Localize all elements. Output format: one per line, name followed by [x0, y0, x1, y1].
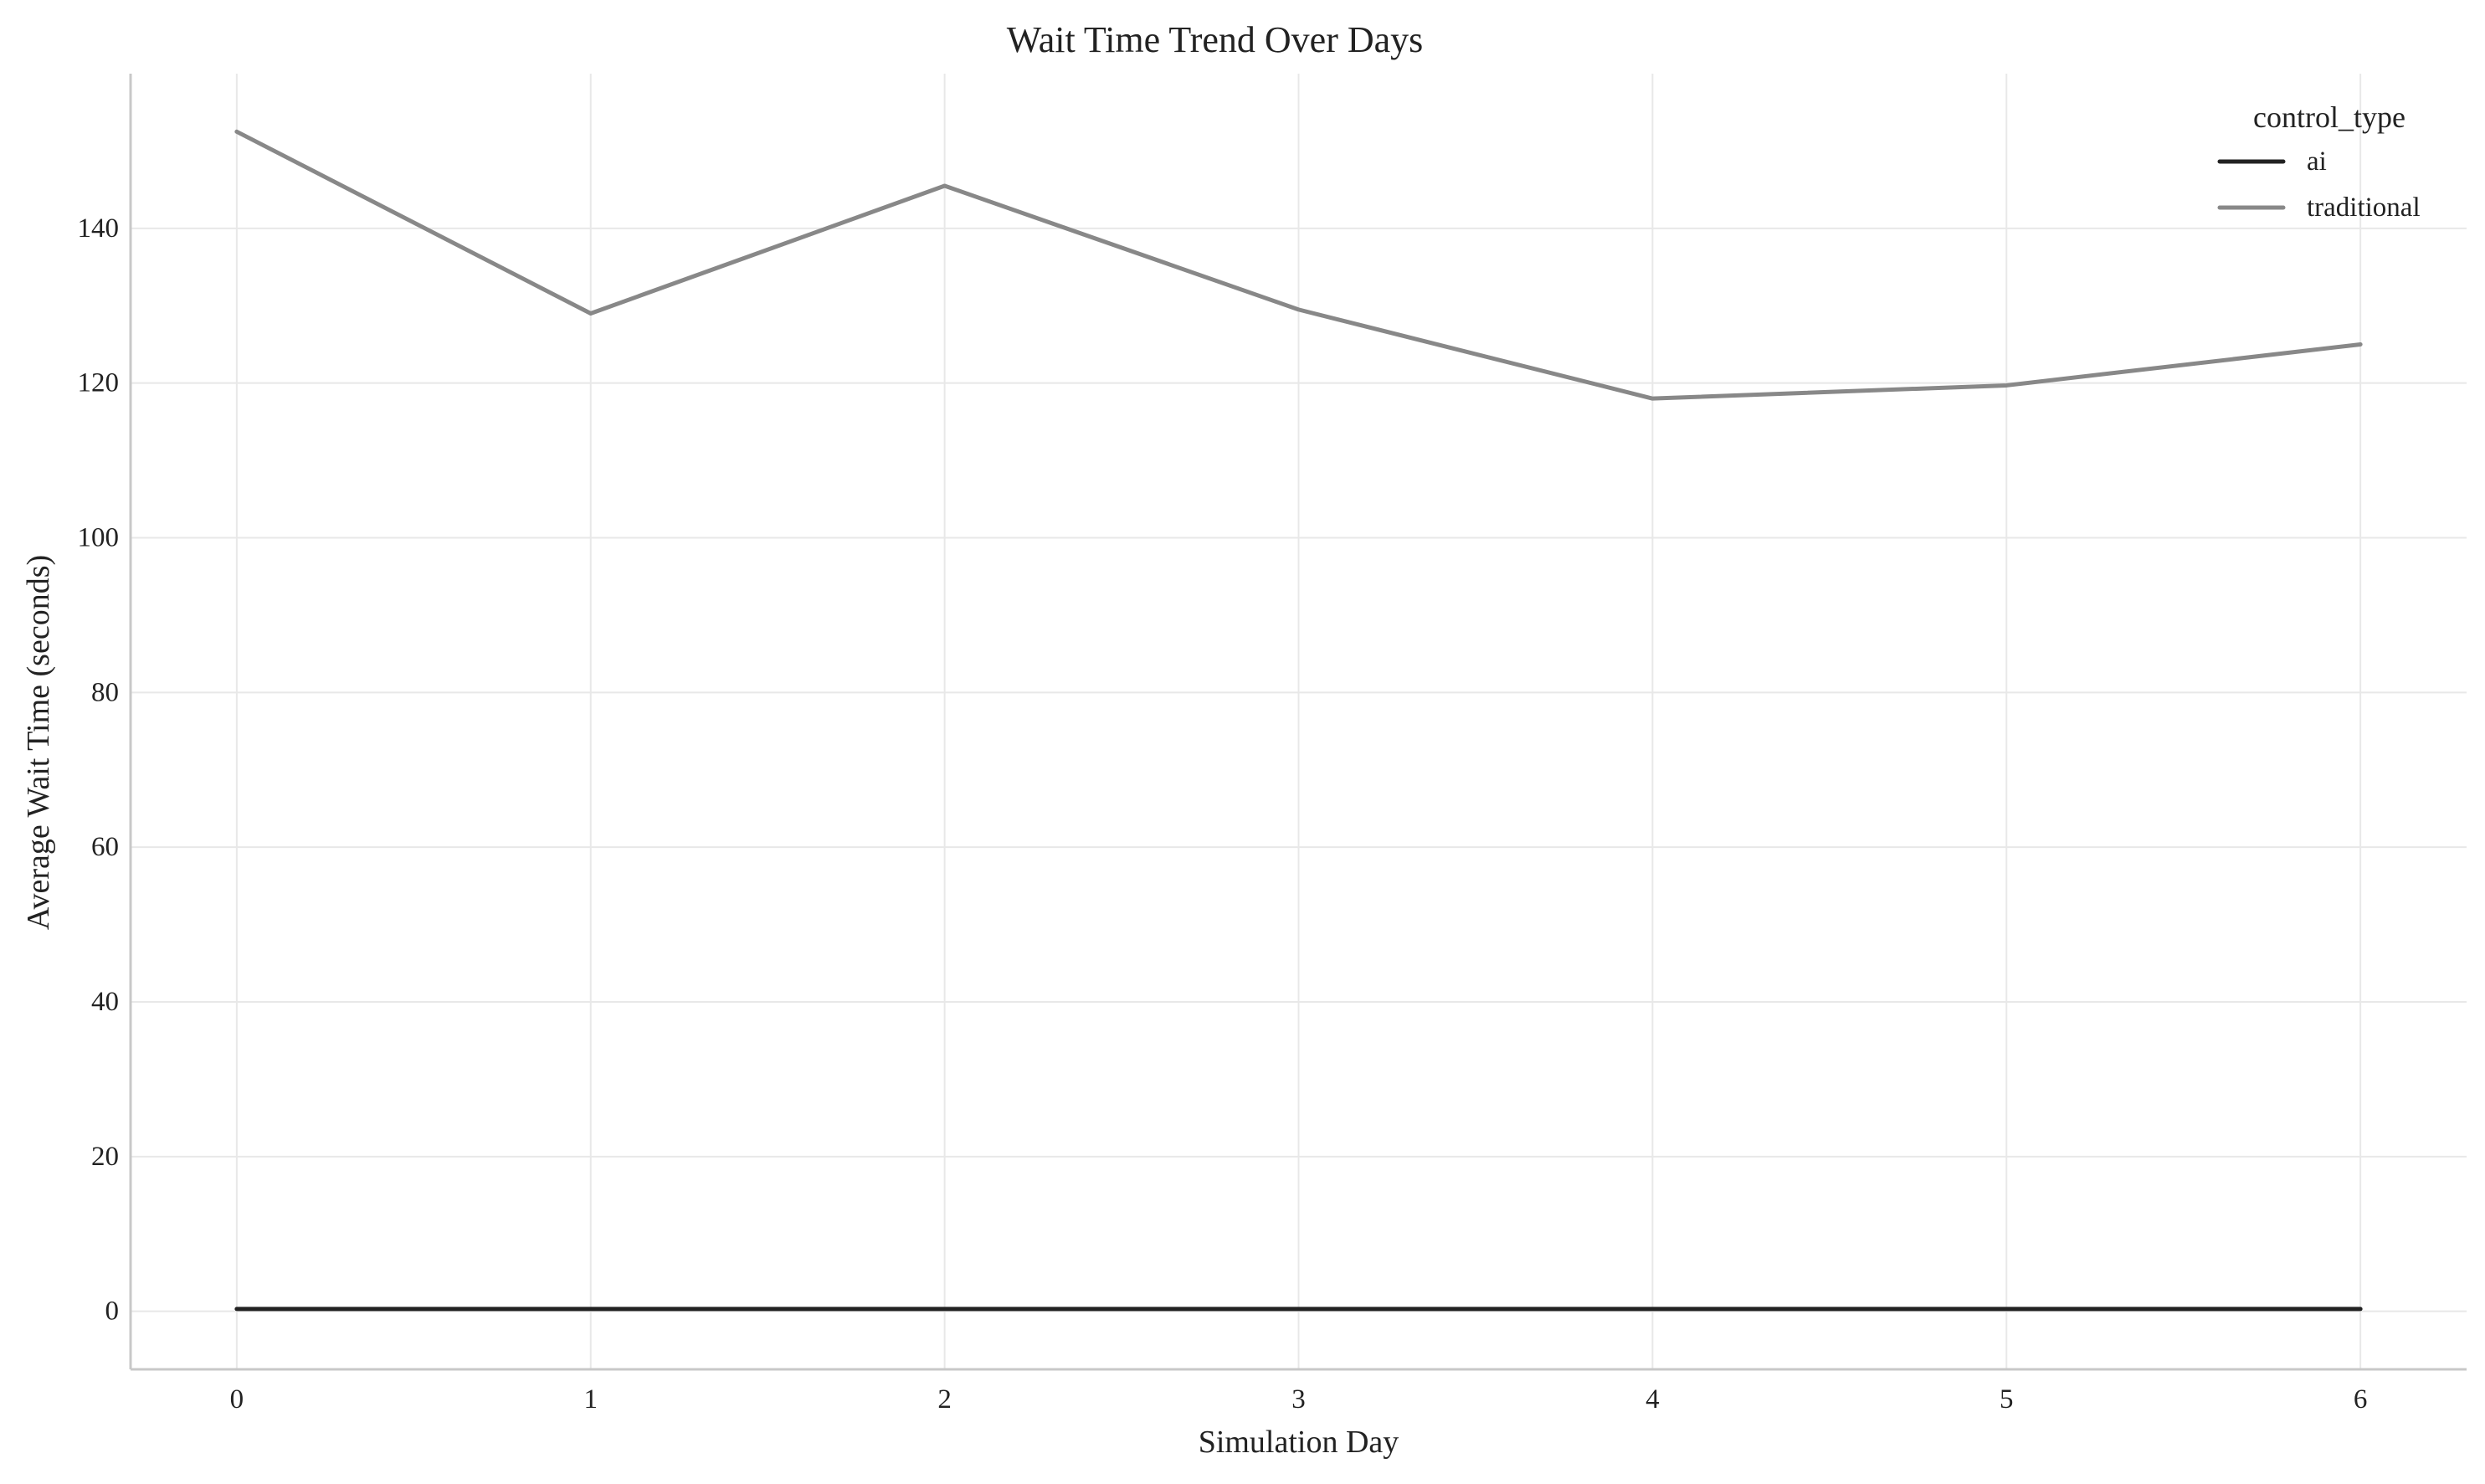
legend: control_type ai traditional [2217, 100, 2421, 223]
y-axis-label: Average Wait Time (seconds) [21, 555, 56, 930]
legend-title: control_type [2253, 100, 2405, 134]
series-line-traditional [234, 129, 2363, 401]
axes-layer [129, 74, 2467, 1371]
x-tick-label: 0 [230, 1384, 244, 1415]
grid-layer [131, 74, 2467, 1369]
chart-title: Wait Time Trend Over Days [1007, 19, 1424, 60]
x-axis-label: Simulation Day [1199, 1425, 1399, 1460]
x-tick-label: 5 [2000, 1384, 2014, 1415]
legend-label-traditional: traditional [2307, 193, 2421, 223]
y-tick-label: 60 [91, 832, 119, 862]
x-tick-label: 4 [1646, 1384, 1660, 1415]
legend-label-ai: ai [2307, 146, 2327, 177]
x-tick-label: 2 [937, 1384, 952, 1415]
legend-items: ai traditional [2217, 146, 2421, 223]
y-tick-label: 140 [78, 213, 120, 244]
x-tick-label: 6 [2354, 1384, 2368, 1415]
y-tick-label: 80 [91, 677, 119, 707]
y-tick-label: 100 [78, 523, 120, 553]
series-layer [234, 129, 2363, 1312]
y-tick-label: 0 [105, 1297, 120, 1327]
x-tick-label: 1 [583, 1384, 598, 1415]
y-tick-label: 40 [91, 987, 119, 1017]
x-tick-label: 3 [1291, 1384, 1306, 1415]
y-tick-label: 120 [78, 368, 120, 398]
ticks-layer: 0 20 40 60 80 100 120 140 0 1 2 3 4 5 6 [78, 213, 2368, 1415]
y-tick-label: 20 [91, 1142, 119, 1172]
